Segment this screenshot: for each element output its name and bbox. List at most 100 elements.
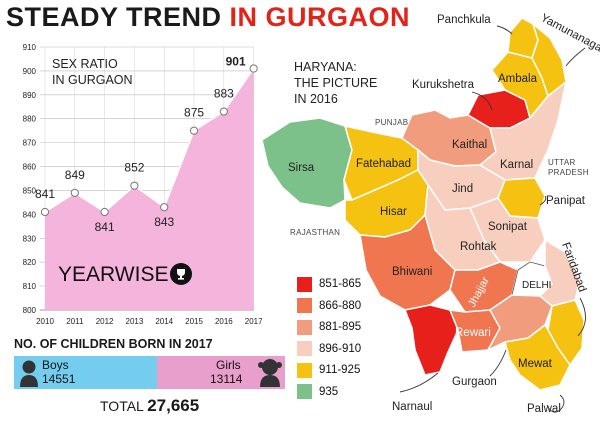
legend-swatch — [297, 384, 312, 399]
legend-label: 881-895 — [319, 321, 362, 333]
district-sirsa — [261, 117, 353, 209]
data-points — [40, 64, 258, 217]
chart-area — [45, 68, 254, 310]
x-tick-label: 2017 — [245, 317, 262, 326]
y-tick-label: 860 — [23, 163, 37, 172]
data-label: 843 — [154, 215, 174, 229]
legend-row: 881-895 — [297, 319, 361, 335]
label-pradesh: PRADESH — [548, 168, 589, 177]
data-point — [40, 207, 50, 217]
haryana-map: PUNJAB RAJASTHAN UTTAR PRADESH DELHI Pan… — [261, 12, 600, 415]
chart-title-line1: SEX RATIO — [52, 57, 118, 71]
total-value: 27,665 — [147, 396, 200, 415]
x-tick-label: 2012 — [96, 317, 114, 326]
data-point — [189, 126, 199, 135]
headline-part2: IN GURGAON — [229, 2, 411, 32]
chart-line — [44, 68, 255, 213]
leader-lines — [399, 25, 586, 413]
label-bhiwani: Bhiwani — [392, 266, 432, 278]
label-ambala: Ambala — [498, 73, 538, 85]
label-uttar: UTTAR — [548, 158, 576, 167]
total-label: TOTAL — [100, 398, 144, 414]
data-label: 841 — [35, 187, 55, 201]
map-legend: 851-865 866-880 881-895 896-910 911-925 … — [297, 276, 361, 405]
district-mewat — [504, 323, 571, 391]
y-tick-label: 910 — [23, 43, 37, 52]
y-tick-label: 890 — [23, 91, 37, 100]
y-tick-label: 840 — [23, 210, 37, 219]
label-sirsa: Sirsa — [288, 162, 315, 174]
y-tick-label: 800 — [23, 306, 37, 315]
children-bar: Boys 14551 Girls 13114 — [14, 356, 285, 389]
x-tick-label: 2011 — [66, 317, 84, 326]
data-label: 849 — [65, 168, 85, 182]
sex-ratio-chart: 800 810 820 830 840 850 860 870 880 890 900 910 201… — [23, 43, 262, 326]
girl-icon — [258, 359, 282, 387]
legend-swatch — [297, 341, 312, 356]
data-label: 883 — [214, 87, 234, 101]
y-tick-label: 900 — [23, 67, 37, 76]
x-tick-label: 2014 — [155, 317, 173, 326]
label-panipat: Panipat — [546, 195, 586, 207]
boys-value: 14551 — [42, 372, 76, 386]
x-tick-label: 2016 — [215, 317, 233, 326]
map-title-line2: THE PICTURE — [294, 76, 378, 90]
legend-swatch — [297, 362, 312, 378]
x-tick-label: 2013 — [126, 317, 144, 326]
label-kurukshetra: Kurukshetra — [412, 79, 475, 91]
y-tick-label: 810 — [23, 282, 37, 291]
label-sonipat: Sonipat — [488, 221, 528, 233]
label-gurgaon: Gurgaon — [452, 376, 497, 388]
label-narnaul: Narnaul — [392, 401, 432, 413]
data-point — [100, 207, 109, 217]
legend-swatch — [297, 319, 312, 335]
boys-label: Boys — [42, 358, 69, 372]
x-tick-label: 2010 — [36, 317, 54, 326]
district-karnal — [478, 80, 568, 181]
label-delhi: DELHI — [522, 280, 551, 291]
headline: STEADY TREND IN GURGAON — [6, 2, 410, 33]
y-tick-label: 880 — [23, 115, 37, 124]
label-karnal: Karnal — [500, 159, 533, 171]
map-title: HARYANA: THE PICTURE IN 2016 — [294, 59, 377, 107]
data-point — [130, 181, 139, 190]
data-point — [160, 203, 169, 212]
yearwise-label: YEARWISE — [58, 263, 169, 286]
data-label: 875 — [184, 106, 204, 120]
label-rajasthan: RAJASTHAN — [290, 228, 340, 237]
y-tick-label: 820 — [23, 258, 37, 267]
headline-part1: STEADY TREND — [6, 2, 222, 32]
legend-row: 851-865 — [297, 276, 361, 292]
label-panchkula: Panchkula — [437, 14, 491, 26]
total-row: TOTAL 27,665 — [100, 396, 199, 416]
label-fatehabad: Fatehabad — [356, 158, 411, 170]
map-title-line1: HARYANA: — [294, 60, 357, 74]
legend-label: 896-910 — [319, 342, 362, 355]
legend-swatch — [297, 276, 312, 292]
label-punjab: PUNJAB — [375, 118, 408, 127]
trophy-icon — [170, 263, 192, 285]
girls-label: Girls — [216, 358, 241, 372]
legend-label: 851-865 — [319, 278, 362, 290]
y-tick-label: 850 — [23, 186, 37, 195]
y-tick-label: 830 — [23, 234, 37, 243]
legend-swatch — [297, 298, 312, 313]
data-point — [70, 188, 79, 197]
legend-label: 866-880 — [319, 299, 362, 312]
label-rohtak: Rohtak — [460, 241, 497, 253]
legend-row: 896-910 — [297, 341, 361, 357]
data-labels: 841 849 841 852 843 875 883 901 — [35, 55, 246, 234]
label-kaithal: Kaithal — [452, 139, 487, 151]
chart-title-line2: IN GURGAON — [52, 73, 133, 87]
legend-label: 911-925 — [319, 364, 361, 376]
x-axis-ticks: 2010 2011 2012 2013 2014 2015 2016 2017 — [36, 317, 262, 326]
legend-row: 866-880 — [297, 298, 361, 314]
label-hisar: Hisar — [380, 206, 407, 218]
data-point — [219, 107, 228, 116]
x-tick-label: 2015 — [185, 317, 203, 326]
label-mewat: Mewat — [518, 358, 553, 370]
legend-label: 935 — [319, 385, 339, 398]
data-label: 901 — [226, 55, 246, 69]
boy-icon — [20, 360, 38, 387]
label-jind: Jind — [452, 183, 473, 195]
